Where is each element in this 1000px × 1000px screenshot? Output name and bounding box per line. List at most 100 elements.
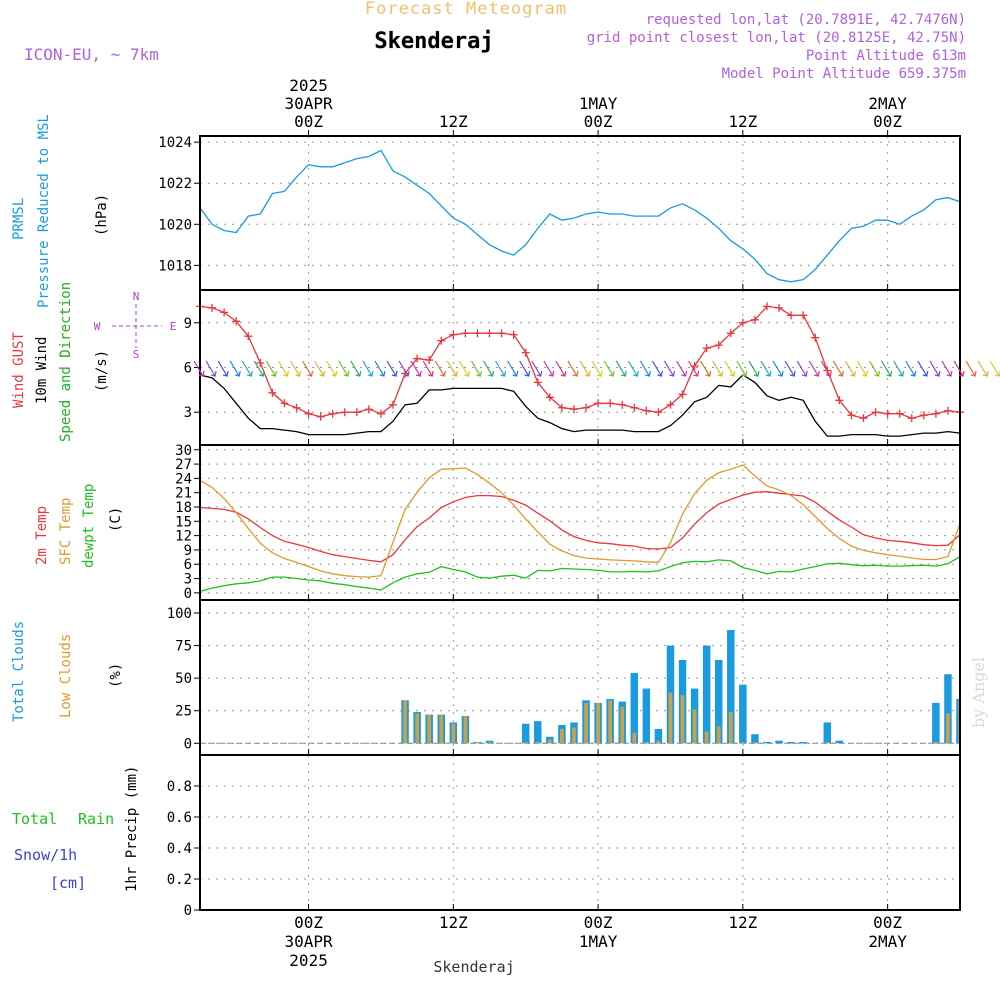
bar-low_clouds <box>644 741 649 744</box>
gust-marker <box>569 405 578 414</box>
wind-arrow-head <box>391 370 398 377</box>
wind-arrow-head <box>934 370 941 377</box>
wind-direction-arrow <box>253 360 264 377</box>
wind-direction-arrow <box>989 360 1000 377</box>
wind-arrow-head <box>403 370 410 377</box>
wind-arrow-head <box>693 370 700 377</box>
wind-direction-arrow <box>302 360 313 377</box>
pressure-frame <box>199 135 961 291</box>
gust-marker <box>642 406 651 415</box>
top-time-label: 00Z <box>873 112 902 131</box>
gust-marker <box>220 308 229 317</box>
wind-direction-arrow <box>736 360 747 377</box>
bar-low_clouds <box>946 713 950 744</box>
gust-marker <box>859 414 868 423</box>
wind-direction-arrow <box>917 360 928 377</box>
wind-arrow-head <box>283 370 290 377</box>
info-line-1: requested lon,lat (20.7891E, 42.7476N) <box>646 12 966 28</box>
bar-total_clouds <box>823 722 832 744</box>
wind-arrow-head <box>307 370 314 377</box>
gust-marker <box>895 409 904 418</box>
gust-marker <box>521 348 530 357</box>
wind-arrow-head <box>645 370 651 377</box>
gust-marker <box>340 408 349 417</box>
wind-direction-arrow <box>265 360 276 377</box>
label-total: Total <box>12 810 57 828</box>
label-dewpt-temp: dewpt Temp <box>81 484 97 568</box>
gust-marker <box>943 406 952 415</box>
wind-arrow-head <box>500 370 507 377</box>
wind-direction-arrow <box>784 360 795 377</box>
wind-arrow-head <box>295 370 302 377</box>
gust-marker <box>425 356 434 365</box>
gust-marker <box>775 303 784 312</box>
clouds-panel: 0 25 50 75 100 <box>167 599 961 756</box>
bar-total_clouds <box>956 698 960 744</box>
bar-low_clouds <box>608 700 613 744</box>
bar-low_clouds <box>451 723 456 744</box>
gust-marker <box>799 311 808 320</box>
wind-arrow-head <box>319 370 326 377</box>
gust-marker <box>376 409 385 418</box>
gust-marker <box>811 333 820 342</box>
series-line-sfc <box>199 464 961 578</box>
wind-arrow-head <box>886 370 893 377</box>
wind-arrow-head <box>596 370 603 377</box>
clouds-ytick-label: 50 <box>175 671 192 687</box>
wind-direction-arrow <box>856 360 868 377</box>
label-2m-temp: 2m Temp <box>34 506 50 565</box>
bottom-date-label: 30APR <box>284 932 333 951</box>
precip-ytick-label: 0 <box>184 903 192 919</box>
wind-arrow-head <box>862 370 869 377</box>
wind-arrow-head <box>681 370 688 377</box>
wind-arrow-head <box>271 370 277 377</box>
wind-arrow-head <box>379 370 386 377</box>
bar-low_clouds <box>656 740 661 744</box>
gust-marker <box>232 317 241 326</box>
bar-total_clouds <box>787 741 795 744</box>
wind-direction-arrow <box>591 360 602 377</box>
gust-marker <box>654 408 663 417</box>
wind-arrow-head <box>717 370 724 377</box>
wind-direction-arrow <box>326 360 337 377</box>
gust-marker <box>473 329 482 338</box>
wind-direction-arrow <box>965 360 976 377</box>
info-line-4: Model Point Altitude 659.375m <box>722 66 966 82</box>
wind-arrow-head <box>452 370 458 377</box>
wind-direction-arrow <box>748 360 759 377</box>
gust-marker <box>328 409 337 418</box>
wind-arrow-head <box>789 370 796 377</box>
wind-arrow-head <box>464 370 470 377</box>
wind-arrow-head <box>910 370 917 377</box>
bar-total_clouds <box>835 740 844 744</box>
pressure-panel: 1018 1020 1022 1024 <box>158 135 961 291</box>
series-line-temp <box>199 491 961 563</box>
gust-marker <box>449 330 458 339</box>
wind-direction-arrow <box>651 360 662 377</box>
wind-direction-arrow <box>929 360 940 377</box>
location-title: Skenderaj <box>374 29 493 54</box>
wind-ytick-label: 3 <box>184 405 192 421</box>
gust-marker <box>497 329 506 338</box>
wind-arrow-head <box>524 370 531 377</box>
gust-marker <box>678 390 687 399</box>
wind-arrow-head <box>958 370 965 377</box>
plot-layer: 1018102010221024369036912151821242730025… <box>158 76 1000 970</box>
label-hpa: (hPa) <box>94 194 110 236</box>
wind-direction-arrow <box>362 360 373 377</box>
gust-marker <box>871 408 880 417</box>
bottom-time-label: 12Z <box>728 913 757 932</box>
wind-arrow-head <box>898 370 905 377</box>
wind-direction-arrow <box>483 360 494 377</box>
precip-ytick-label: 0.2 <box>167 872 192 888</box>
wind-arrow-head <box>621 370 627 377</box>
wind-direction-arrow <box>844 360 855 377</box>
bar-total_clouds <box>763 741 771 744</box>
wind-arrow-head <box>560 370 567 377</box>
gust-marker <box>352 408 361 417</box>
wind-direction-arrow <box>772 360 783 377</box>
label-sfc-temp: SFC Temp <box>58 498 74 565</box>
label-celsius: (C) <box>108 507 124 532</box>
precip-panel: 0 0.2 0.4 0.6 0.8 <box>167 754 961 919</box>
bar-low_clouds <box>463 715 468 744</box>
